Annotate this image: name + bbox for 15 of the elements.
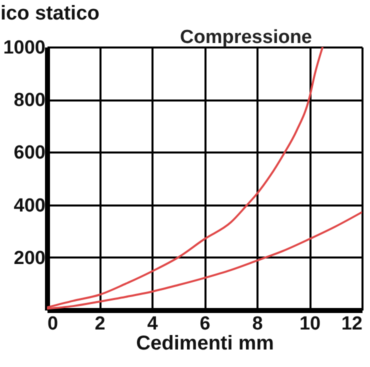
x-axis-title: Cedimenti mm: [136, 332, 274, 354]
y-axis-title: ico statico: [0, 2, 100, 24]
x-tick-label: 4: [147, 314, 158, 334]
x-tick-label: 10: [299, 314, 321, 334]
x-tick-label: 0: [48, 314, 58, 334]
y-tick-label: 400: [14, 195, 46, 216]
y-tick-label: 1000: [3, 38, 46, 58]
y-tick-label: 800: [14, 90, 46, 112]
y-tick-label: 600: [14, 142, 46, 164]
chart-title: Compressione: [180, 27, 312, 48]
x-tick-label: 8: [252, 314, 263, 334]
x-tick-label: 6: [200, 314, 210, 334]
x-tick-label: 2: [94, 314, 106, 334]
x-tick-label: 12: [341, 314, 362, 334]
y-tick-label: 200: [14, 248, 46, 269]
